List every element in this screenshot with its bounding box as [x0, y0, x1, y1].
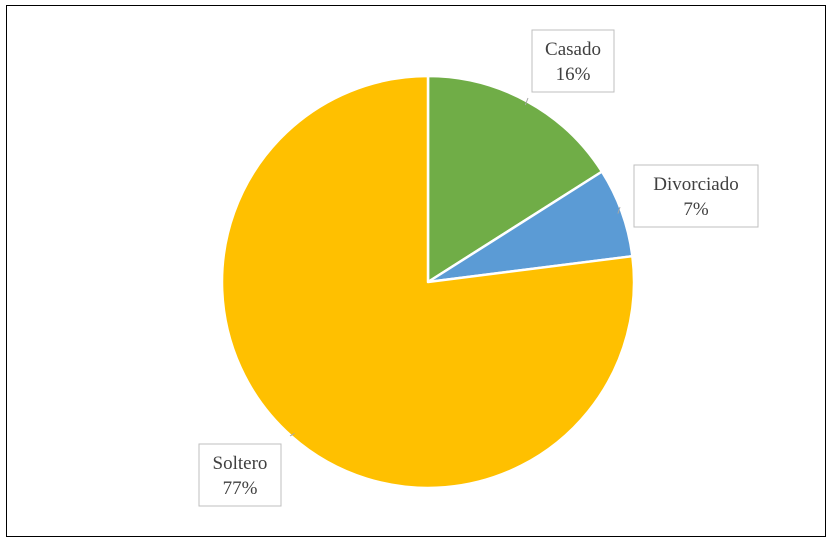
data-label-percent-soltero: 77%: [223, 478, 258, 499]
label-leader-lines: [289, 97, 621, 437]
leader-line-casado: [524, 97, 529, 106]
pie-slice-casado: [426, 74, 604, 284]
data-label-category-divorciado: Divorciado: [653, 174, 738, 195]
data-label-box-divorciado: [633, 164, 759, 228]
pie-slice-soltero: [220, 74, 636, 490]
data-label-percent-divorciado: 7%: [683, 199, 709, 220]
data-label-box-casado: [531, 29, 615, 93]
data-label-box-soltero: [198, 443, 282, 507]
leader-line-soltero: [289, 432, 295, 437]
data-label-category-soltero: Soltero: [213, 453, 268, 474]
data-label-percent-casado: 16%: [556, 64, 591, 85]
pie-slices: [220, 74, 636, 490]
pie-data-labels: Casado 16% Divorciado 7% Soltero 77%: [198, 29, 759, 507]
leader-line-divorciado: [617, 206, 621, 214]
data-label-category-casado: Casado: [545, 39, 601, 60]
